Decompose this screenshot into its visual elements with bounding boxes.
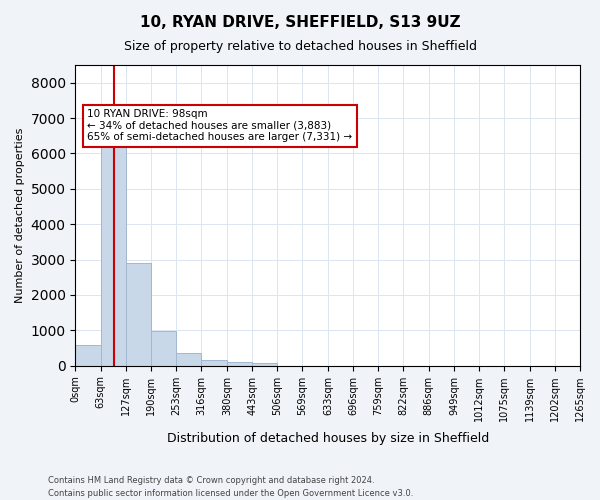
Text: Contains public sector information licensed under the Open Government Licence v3: Contains public sector information licen…: [48, 488, 413, 498]
Bar: [151, 331, 176, 366]
Text: Size of property relative to detached houses in Sheffield: Size of property relative to detached ho…: [124, 40, 476, 53]
Y-axis label: Number of detached properties: Number of detached properties: [15, 128, 25, 303]
Bar: [227, 362, 252, 366]
Bar: [76, 345, 101, 366]
X-axis label: Distribution of detached houses by size in Sheffield: Distribution of detached houses by size …: [167, 432, 489, 445]
Bar: [176, 353, 202, 366]
Bar: [252, 364, 277, 366]
Text: Contains HM Land Registry data © Crown copyright and database right 2024.: Contains HM Land Registry data © Crown c…: [48, 476, 374, 485]
Bar: [202, 360, 227, 366]
Text: 10, RYAN DRIVE, SHEFFIELD, S13 9UZ: 10, RYAN DRIVE, SHEFFIELD, S13 9UZ: [140, 15, 460, 30]
Text: 10 RYAN DRIVE: 98sqm
← 34% of detached houses are smaller (3,883)
65% of semi-de: 10 RYAN DRIVE: 98sqm ← 34% of detached h…: [88, 109, 352, 142]
Bar: [101, 140, 126, 366]
Bar: [126, 263, 151, 366]
